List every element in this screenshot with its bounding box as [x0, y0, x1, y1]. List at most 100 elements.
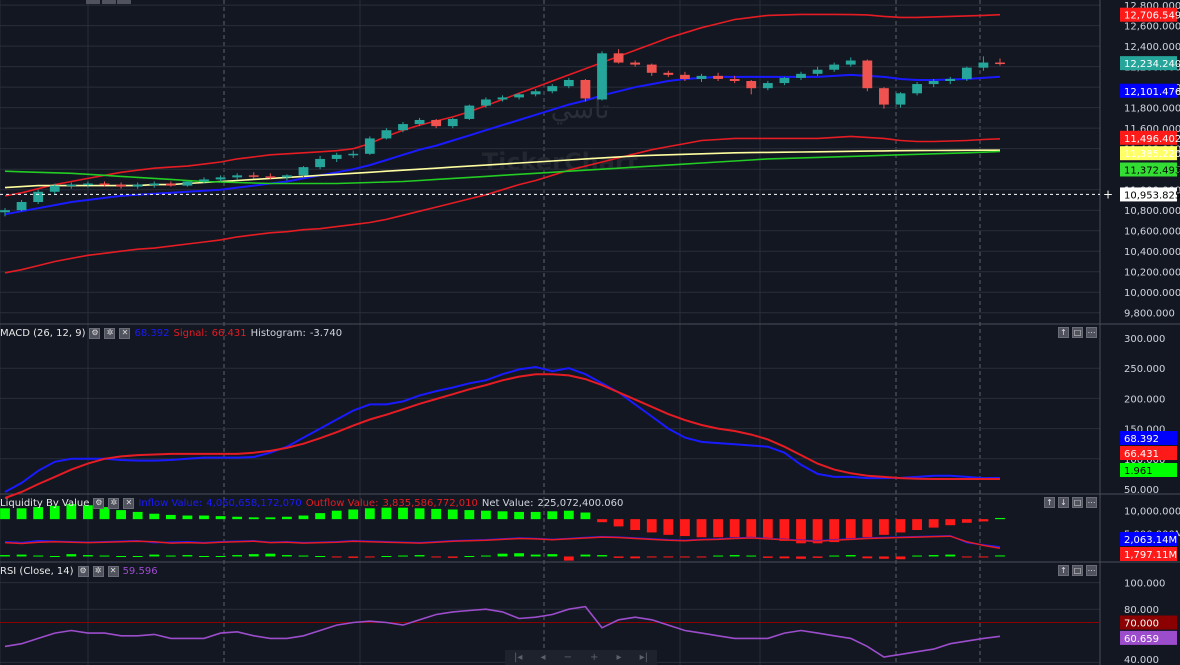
candle-body	[978, 62, 989, 68]
menu-icon[interactable]: ⋯	[1086, 565, 1097, 576]
first-icon[interactable]: |◂	[514, 652, 523, 663]
axis-value-tags: 12,706.549 12,234.240 12,101.476 11,496.402…	[1120, 7, 1180, 645]
net-value-bar	[796, 556, 806, 559]
histogram-bar	[613, 519, 624, 527]
move-up-icon[interactable]: ↑	[1058, 327, 1069, 338]
maximize-icon[interactable]: □	[1072, 497, 1083, 508]
net-value-bar	[464, 556, 475, 557]
candle-body	[945, 78, 956, 82]
macd-signal-label: Signal:	[173, 327, 208, 339]
histogram-bar	[99, 507, 110, 520]
price-tick-label: 12,400.000	[1124, 42, 1180, 53]
maximize-icon[interactable]: □	[1072, 327, 1083, 338]
macd-line	[4, 365, 1001, 493]
settings-icon[interactable]: ⚙	[93, 497, 105, 509]
histogram-bar	[978, 519, 989, 522]
rsi-value: 59.596	[122, 565, 158, 577]
yellow-ma-tag: 11,385.220	[1124, 149, 1180, 160]
macd-legend: MACD (26, 12, 9) ⚙ ✲ ✕ 68.392 Signal: 66…	[0, 326, 342, 340]
liquidity-tick-label: 10,000.000M	[1124, 506, 1180, 517]
candle-body	[630, 62, 641, 65]
histogram-bar	[497, 511, 508, 520]
histogram-bar	[33, 507, 44, 520]
signal-tag-bg	[1120, 446, 1177, 460]
top-settings-button[interactable]	[86, 0, 100, 4]
close-icon[interactable]: ✕	[107, 565, 119, 577]
green-ma-tag-bg	[1120, 162, 1177, 177]
net-value-bar	[331, 556, 342, 558]
last-price-tag-bg	[1120, 56, 1177, 71]
signal-tag: 66.431	[1124, 449, 1159, 460]
net-value-bar	[713, 555, 723, 557]
histogram-bar	[729, 519, 740, 538]
candle-body	[812, 69, 823, 74]
menu-icon[interactable]: ⋯	[1086, 497, 1097, 508]
candle-body	[132, 184, 143, 187]
candle-body	[33, 191, 44, 203]
macd-histogram-value: -3.740	[309, 327, 343, 339]
histogram-bar	[912, 519, 922, 531]
prev-icon[interactable]: ◂	[540, 652, 546, 663]
candle-body	[563, 79, 574, 87]
next-icon[interactable]: ▸	[616, 652, 622, 663]
histogram-bar	[398, 507, 408, 520]
candle-body	[580, 79, 591, 99]
candle-body	[746, 81, 757, 89]
menu-icon[interactable]: ⋯	[1086, 327, 1097, 338]
move-up-icon[interactable]: ↑	[1044, 497, 1055, 508]
histogram-bar	[779, 519, 790, 541]
net-value-bar	[215, 556, 226, 557]
minus-icon[interactable]: −	[563, 652, 572, 663]
candle-body	[995, 62, 1005, 65]
candle-body	[696, 75, 707, 79]
crosshair-price-tag-bg	[1120, 187, 1177, 202]
histogram-bar	[364, 508, 375, 520]
histogram-bar	[481, 510, 491, 520]
histogram-bar	[862, 519, 873, 538]
macd-value: 68.392	[134, 327, 170, 339]
rsi-level-tag: 70.000	[1124, 618, 1159, 629]
settings-icon[interactable]: ⚙	[77, 565, 89, 577]
histogram-bar	[431, 508, 442, 520]
move-down-icon[interactable]: ↓	[1058, 497, 1069, 508]
net-value-bar	[116, 556, 126, 557]
histogram-bar	[713, 519, 723, 538]
top-gear-button[interactable]	[102, 0, 116, 4]
candle-body	[514, 94, 524, 98]
crosshair: +	[0, 187, 1113, 201]
net-value-bar	[265, 553, 276, 557]
histogram-bar	[16, 508, 27, 520]
plus-icon[interactable]: +	[590, 652, 599, 663]
upper-band-tag-bg	[1120, 7, 1177, 22]
candle-body	[331, 154, 342, 159]
rsi-tick-label: 100.000	[1124, 579, 1165, 590]
gear-icon[interactable]: ✲	[92, 565, 104, 577]
gear-icon[interactable]: ✲	[108, 497, 120, 509]
candle-body	[232, 175, 243, 178]
gear-icon[interactable]: ✲	[104, 327, 116, 339]
histogram-bar	[845, 519, 856, 540]
net-value-bar	[66, 554, 77, 557]
price-tick-label: 11,600.000	[1124, 124, 1180, 135]
histogram-bar	[514, 511, 524, 520]
net-value-bar	[646, 556, 657, 558]
histogram-bar	[762, 519, 773, 539]
candle-body	[530, 91, 541, 95]
histogram-bar	[879, 519, 889, 535]
histogram-bar	[646, 519, 657, 533]
net-value-bar	[663, 556, 674, 558]
last-icon[interactable]: ▸|	[639, 652, 648, 663]
candle-body	[116, 184, 126, 187]
net-value-bar	[729, 555, 740, 557]
move-up-icon[interactable]: ↑	[1058, 565, 1069, 576]
maximize-icon[interactable]: □	[1072, 565, 1083, 576]
close-icon[interactable]: ✕	[123, 497, 135, 509]
settings-icon[interactable]: ⚙	[89, 327, 101, 339]
net-value-bar	[945, 554, 956, 557]
close-icon[interactable]: ✕	[119, 327, 131, 339]
histogram-bar	[995, 517, 1005, 520]
top-close-button[interactable]	[117, 0, 131, 4]
histogram-bar	[49, 505, 60, 520]
net-value-bar	[762, 556, 773, 558]
